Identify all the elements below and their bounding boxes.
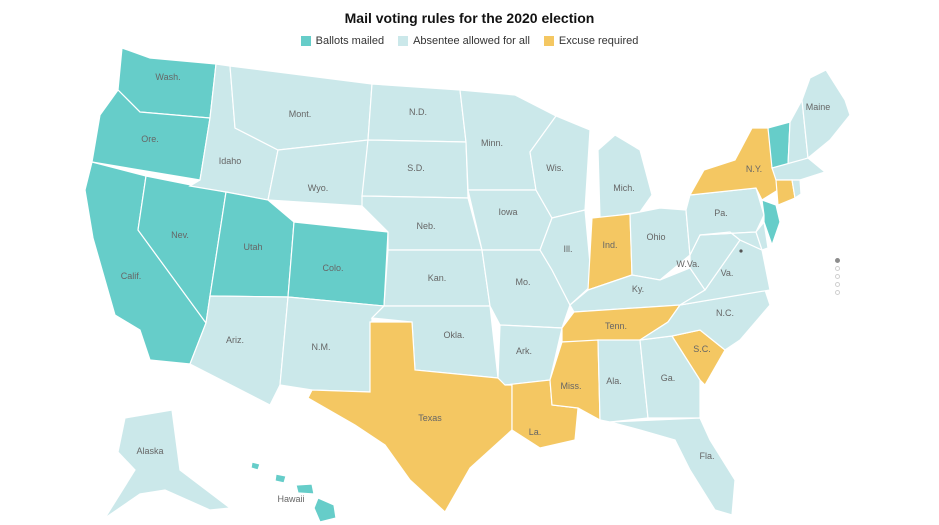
label-sd: S.D. (407, 163, 425, 173)
map-title: Mail voting rules for the 2020 election (344, 10, 595, 26)
label-maine: Maine (806, 102, 831, 112)
state-hawaii[interactable] (250, 461, 337, 523)
label-fla: Fla. (699, 451, 714, 461)
label-calif: Calif. (121, 271, 142, 281)
label-kan: Kan. (428, 273, 447, 283)
hawaii-island-oahu (274, 473, 287, 484)
label-neb: Neb. (416, 221, 435, 231)
label-va: Va. (721, 268, 734, 278)
label-sc: S.C. (693, 344, 711, 354)
hawaii-island-maui (295, 483, 315, 495)
label-mich: Mich. (613, 183, 635, 193)
label-mont: Mont. (289, 109, 312, 119)
legend-swatch-ballots-mailed (300, 36, 311, 46)
state-labels: Wash. Ore. Calif. Nev. Idaho Mont. Wyo. … (121, 72, 831, 504)
slide-pager (835, 258, 840, 295)
hawaii-island-big (313, 497, 337, 523)
label-la: La. (529, 427, 542, 437)
legend-label-absentee: Absentee allowed for all (413, 35, 530, 47)
label-nev: Nev. (171, 230, 189, 240)
label-idaho: Idaho (219, 156, 242, 166)
label-wash: Wash. (155, 72, 180, 82)
state-mich[interactable] (597, 134, 653, 219)
state-ala[interactable] (597, 339, 649, 423)
label-nc: N.C. (716, 308, 734, 318)
legend-item-absentee: Absentee allowed for all (398, 35, 530, 47)
label-ny: N.Y. (746, 164, 762, 174)
label-miss: Miss. (561, 381, 582, 391)
state-vt[interactable] (767, 121, 791, 169)
state-fla[interactable] (609, 417, 736, 516)
state-md[interactable] (699, 231, 764, 252)
state-de[interactable] (755, 220, 769, 251)
legend-swatch-excuse (543, 36, 554, 46)
label-ala: Ala. (606, 376, 622, 386)
legend-item-excuse: Excuse required (543, 35, 639, 47)
label-okla: Okla. (443, 330, 464, 340)
label-minn: Minn. (481, 138, 503, 148)
label-ariz: Ariz. (226, 335, 244, 345)
label-ind: Ind. (602, 240, 617, 250)
state-nj[interactable] (761, 199, 781, 247)
state-wyo[interactable] (267, 139, 369, 207)
label-pa: Pa. (714, 208, 728, 218)
label-ore: Ore. (141, 134, 159, 144)
label-wyo: Wyo. (308, 183, 328, 193)
state-ohio[interactable] (629, 207, 691, 281)
pager-dot-4[interactable] (835, 282, 840, 287)
state-nm[interactable] (279, 296, 386, 393)
hawaii-island-kauai (250, 461, 261, 471)
label-hawaii: Hawaii (277, 494, 304, 504)
legend-label-excuse: Excuse required (558, 35, 639, 47)
label-ill: Ill. (564, 244, 573, 254)
state-shapes (84, 47, 851, 523)
legend: Ballots mailed Absentee allowed for all … (0, 35, 939, 47)
pager-dot-5[interactable] (835, 290, 840, 295)
state-ma[interactable] (771, 157, 827, 181)
label-ga: Ga. (661, 373, 676, 383)
label-ky: Ky. (632, 284, 644, 294)
state-alaska[interactable] (104, 409, 232, 519)
label-iowa: Iowa (498, 207, 517, 217)
label-colo: Colo. (322, 263, 343, 273)
state-maine[interactable] (801, 69, 851, 160)
legend-label-ballots-mailed: Ballots mailed (315, 35, 385, 47)
state-texas[interactable] (307, 321, 513, 513)
label-tenn: Tenn. (605, 321, 627, 331)
label-ohio: Ohio (646, 232, 665, 242)
label-texas: Texas (418, 413, 442, 423)
legend-item-ballots-mailed: Ballots mailed (300, 35, 385, 47)
label-ark: Ark. (516, 346, 532, 356)
label-wis: Wis. (546, 163, 564, 173)
legend-swatch-absentee (398, 36, 409, 46)
label-mo: Mo. (515, 277, 530, 287)
pager-dot-3[interactable] (835, 274, 840, 279)
pager-dot-1[interactable] (835, 258, 840, 263)
label-alaska: Alaska (136, 446, 163, 456)
label-nd: N.D. (409, 107, 427, 117)
state-iowa[interactable] (467, 189, 553, 251)
state-ny[interactable] (688, 127, 779, 201)
capital-dot-dc (739, 249, 743, 253)
state-ri[interactable] (791, 179, 802, 200)
label-utah: Utah (243, 242, 262, 252)
pager-dot-2[interactable] (835, 266, 840, 271)
label-nm: N.M. (312, 342, 331, 352)
label-wva: W.Va. (676, 259, 699, 269)
